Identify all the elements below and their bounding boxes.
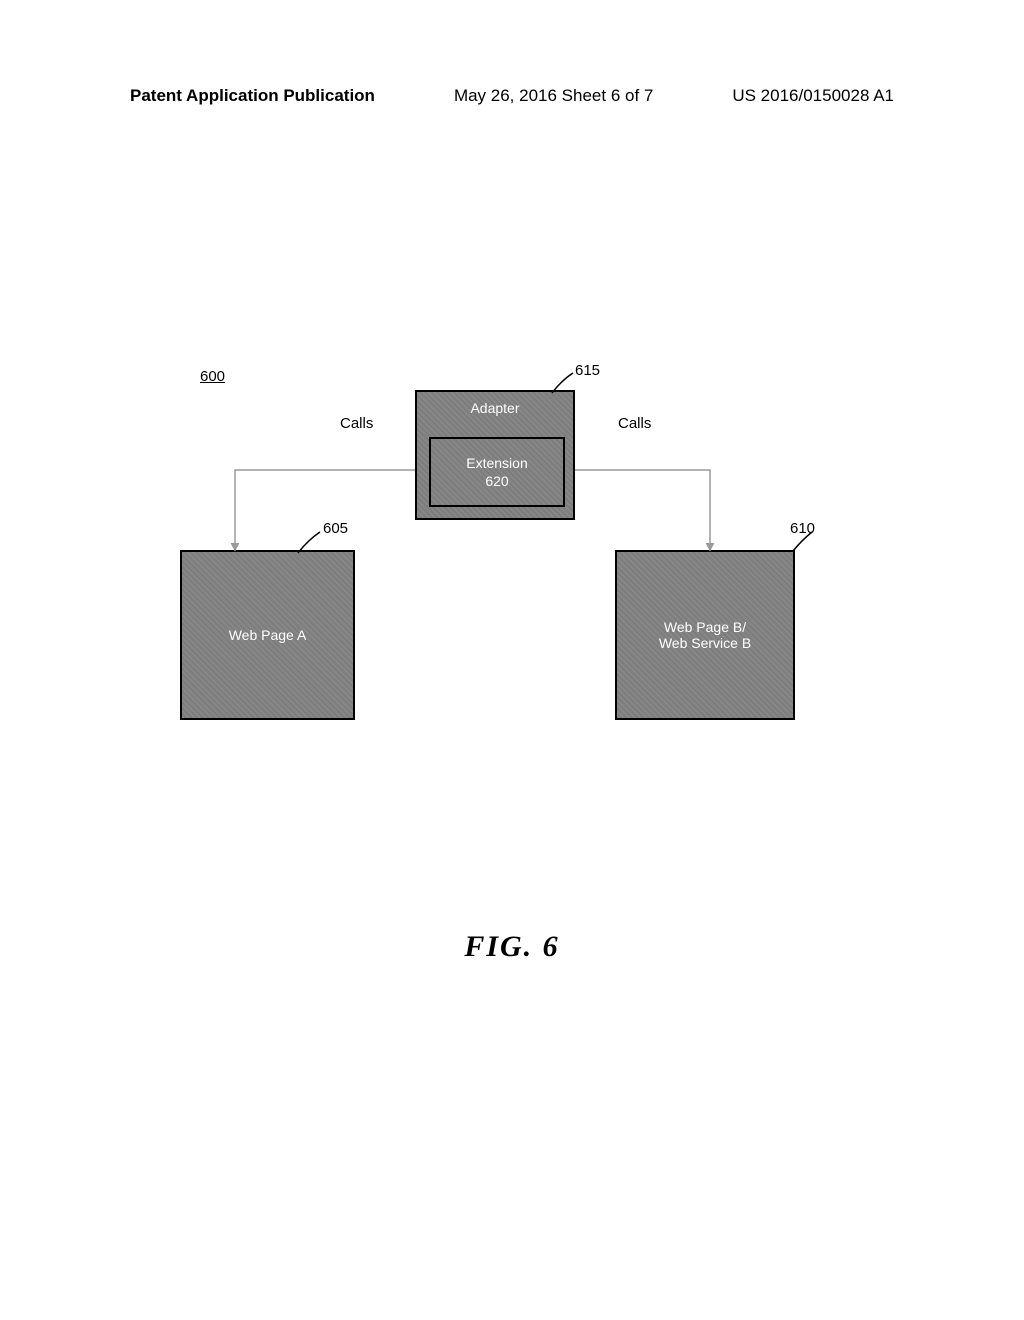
header-center: May 26, 2016 Sheet 6 of 7 — [454, 86, 653, 106]
node-adapter: Adapter Extension 620 — [415, 390, 575, 520]
edge-label-calls-left: Calls — [340, 415, 373, 432]
node-adapter-label: Adapter — [470, 400, 519, 416]
header-right: US 2016/0150028 A1 — [732, 86, 894, 106]
node-web-page-a-label: Web Page A — [229, 627, 307, 643]
ref-label-615: 615 — [575, 362, 600, 379]
node-extension-label: Extension — [466, 455, 527, 471]
node-extension: Extension 620 — [429, 437, 565, 507]
figure-caption: FIG. 6 — [0, 930, 1024, 964]
ref-label-605: 605 — [323, 520, 348, 537]
ref-label-600: 600 — [200, 368, 225, 385]
node-web-page-b: Web Page B/ Web Service B — [615, 550, 795, 720]
node-extension-ref: 620 — [485, 473, 508, 489]
node-web-page-a: Web Page A — [180, 550, 355, 720]
figure-diagram: 600 Calls Calls 615 605 610 Adapter Exte… — [180, 360, 880, 760]
page-header: Patent Application Publication May 26, 2… — [0, 86, 1024, 106]
node-web-page-b-label-2: Web Service B — [659, 635, 751, 651]
header-left: Patent Application Publication — [130, 86, 375, 106]
edge-label-calls-right: Calls — [618, 415, 651, 432]
ref-label-610: 610 — [790, 520, 815, 537]
node-web-page-b-label-1: Web Page B/ — [664, 619, 746, 635]
